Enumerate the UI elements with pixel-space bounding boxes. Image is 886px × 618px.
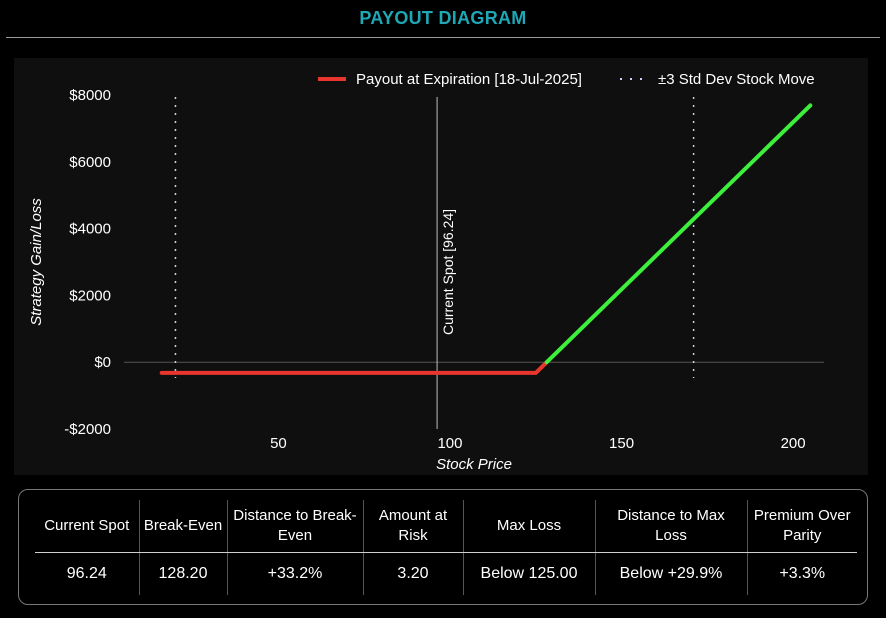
stats-value-distance-to-max-loss: Below +29.9% xyxy=(595,552,748,595)
y-tick-label: $6000 xyxy=(69,154,111,171)
y-axis-label: Strategy Gain/Loss xyxy=(28,198,45,326)
x-tick-label: 150 xyxy=(609,435,634,452)
stats-header-max-loss: Max Loss xyxy=(463,500,596,553)
stats-header-distance-to-max-loss: Distance to Max Loss xyxy=(595,500,748,553)
x-tick-label: 100 xyxy=(437,435,462,452)
page-title: PAYOUT DIAGRAM xyxy=(359,8,527,28)
payout-chart: Current Spot [96.24] $8000 $6000 $4000 $2000… xyxy=(28,71,824,473)
stats-header-break-even: Break-Even xyxy=(139,500,228,553)
stats-value-max-loss: Below 125.00 xyxy=(463,552,596,595)
stats-header-amount-at-risk: Amount at Risk xyxy=(363,500,464,553)
stats-panel: Current Spot Break-Even Distance to Brea… xyxy=(18,489,868,605)
stats-header-row: Current Spot Break-Even Distance to Brea… xyxy=(35,500,857,553)
stats-value-break-even: 128.20 xyxy=(139,552,228,595)
legend-label-payout: Payout at Expiration [18-Jul-2025] xyxy=(356,71,582,88)
stats-value-amount-at-risk: 3.20 xyxy=(363,552,464,595)
y-tick-label: $0 xyxy=(94,354,111,371)
stats-value-premium-over-parity: +3.3% xyxy=(779,565,826,582)
current-spot-label: Current Spot [96.24] xyxy=(440,209,456,335)
payout-line-loss xyxy=(159,360,549,375)
stats-table: Current Spot Break-Even Distance to Brea… xyxy=(35,500,857,595)
payout-line-gain xyxy=(544,103,813,365)
stats-value-row: 96.24 128.20 +33.2% 3.20 Below 125.00 Be… xyxy=(35,552,857,595)
x-axis-label: Stock Price xyxy=(436,456,512,473)
stats-header-distance-to-break-even: Distance to Break-Even xyxy=(227,500,364,553)
stats-value-current-spot: 96.24 xyxy=(35,552,140,595)
y-tick-label: $4000 xyxy=(69,221,111,238)
chart-panel xyxy=(14,58,868,475)
stats-value-distance-to-break-even: +33.2% xyxy=(227,552,364,595)
x-tick-label: 50 xyxy=(270,435,287,452)
legend-label-std-dev: ±3 Std Dev Stock Move xyxy=(658,71,815,88)
title-divider xyxy=(6,37,880,38)
stats-header-current-spot: Current Spot xyxy=(35,500,140,553)
y-tick-label: -$2000 xyxy=(64,421,111,438)
y-tick-label: $2000 xyxy=(69,287,111,304)
x-tick-label: 200 xyxy=(781,435,806,452)
y-tick-label: $8000 xyxy=(69,87,111,104)
stats-header-premium-over-parity: Premium Over Parity xyxy=(747,500,857,553)
